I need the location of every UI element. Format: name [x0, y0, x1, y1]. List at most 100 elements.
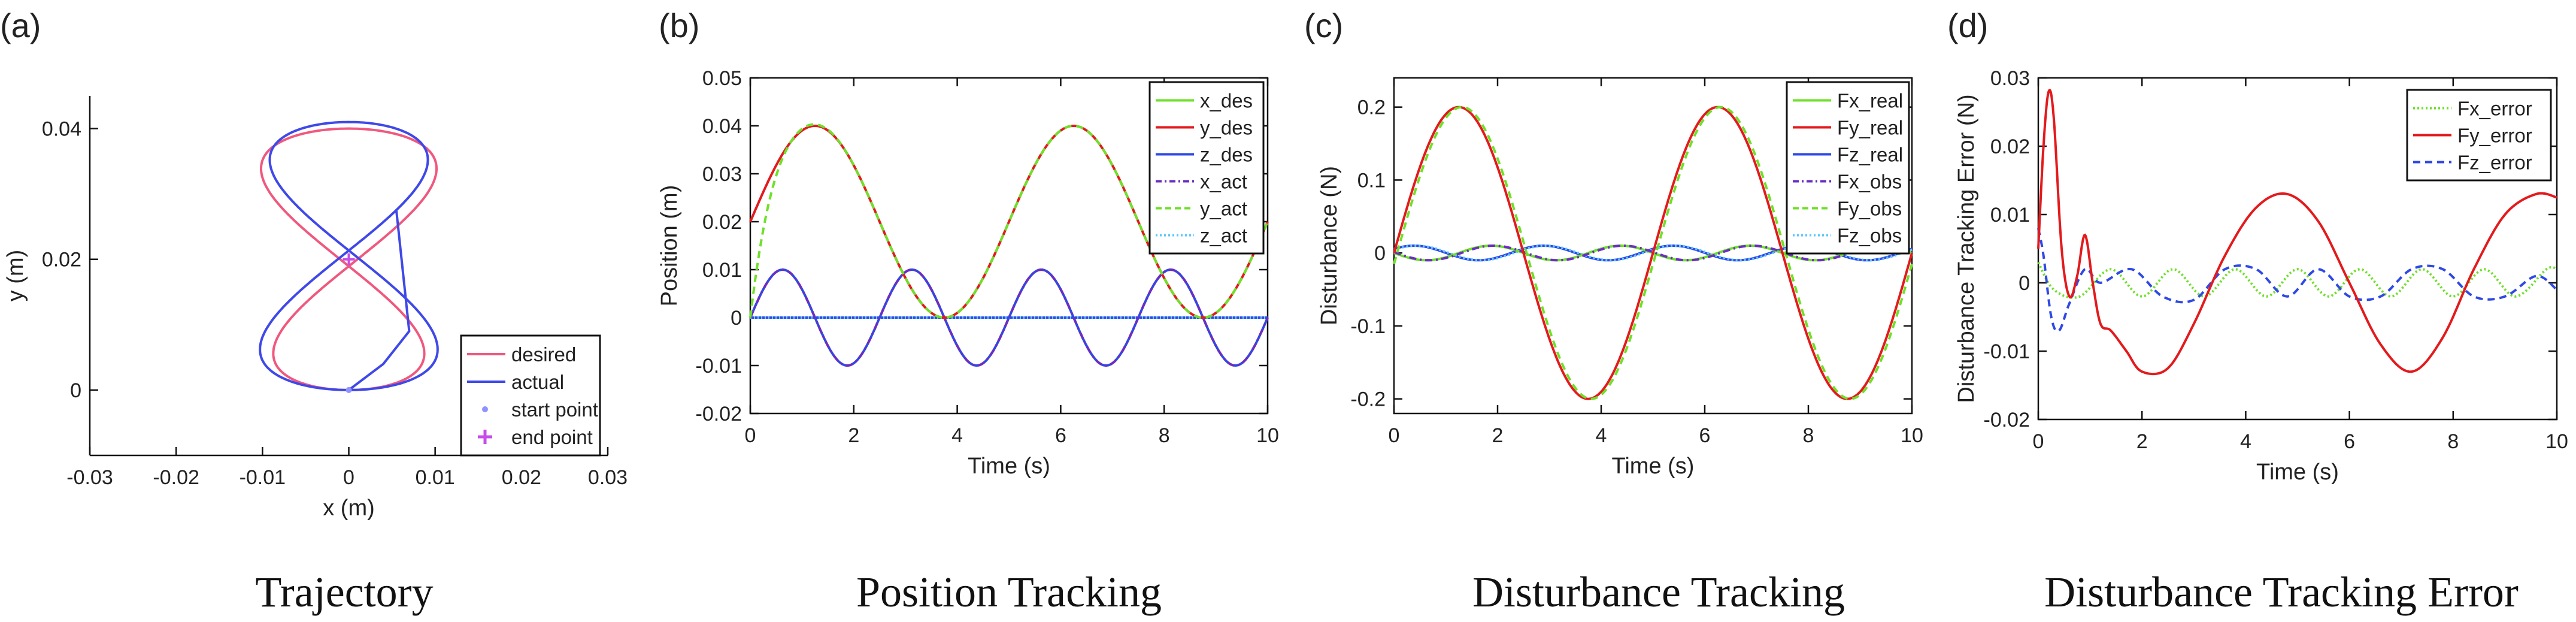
x-axis-label: Time (s) [968, 454, 1050, 479]
legend-label: Fy_obs [1837, 198, 1902, 220]
x-axis-label: x (m) [323, 496, 375, 521]
caption-d: Disturbance Tracking Error [2044, 568, 2519, 616]
fy-real-line [1393, 105, 1913, 400]
legend-label: y_act [1200, 198, 1247, 220]
y-tick-label: 0.02 [1990, 135, 2030, 158]
y-tick-label: 0.04 [42, 118, 81, 141]
y-axis-label: Disturbance (N) [1317, 166, 1342, 325]
legend-label: z_des [1200, 144, 1253, 166]
x-tick-label: 6 [1699, 424, 1711, 447]
y-des-line [749, 124, 1269, 319]
legend-box [1148, 81, 1265, 255]
y-tick-label: -0.02 [1984, 409, 2031, 431]
y-tick-label: -0.01 [696, 355, 743, 378]
legend-label: x_act [1200, 171, 1247, 193]
x-tick-label: 0 [1389, 424, 1400, 447]
x-tick-label: 0 [745, 424, 756, 447]
legend-label: actual [511, 371, 564, 393]
fz-error-line [2037, 228, 2558, 333]
caption-c: Disturbance Tracking [1472, 568, 1845, 616]
x-tick-label: 0 [2033, 430, 2044, 453]
legend-label: Fz_obs [1837, 225, 1902, 247]
x-axis-label: Time (s) [2256, 460, 2339, 485]
legend-label: Fz_real [1837, 144, 1903, 166]
x-tick-label: -0.01 [240, 466, 286, 489]
legend-label: y_des [1200, 117, 1253, 139]
y-tick-label: 0.01 [702, 259, 742, 282]
legend-label: Fy_error [2457, 125, 2532, 147]
x-tick-label: 6 [2344, 430, 2355, 453]
y-tick-label: 0 [1374, 242, 1386, 265]
plot-frame [749, 77, 1269, 415]
y-tick-label: 0 [2019, 272, 2030, 295]
y-tick-label: -0.2 [1350, 388, 1386, 411]
x-act-line [749, 268, 1269, 367]
panel-letter-c: (c) [1304, 7, 1343, 44]
x-tick-label: 2 [2136, 430, 2148, 453]
y-tick-label: 0.02 [42, 249, 81, 271]
y-tick-label: 0.01 [1990, 204, 2030, 227]
panel-a-trajectory: -0.03 -0.02 -0.01 0 0.01 0.02 0.03 0 0.02 0.04 x (… [3, 96, 628, 521]
y-tick-label: 0.03 [1990, 67, 2030, 90]
panel-letter-b: (b) [659, 7, 699, 44]
y-tick-label: 0 [70, 379, 81, 402]
legend-marker [482, 406, 488, 412]
legend-label: end point [511, 426, 593, 448]
x-tick-label: 2 [1492, 424, 1504, 447]
legend-marker [478, 430, 492, 444]
panel-c-disturbance-tracking: 0 2 4 6 8 10 -0.2 -0.1 0 0.1 0.2 Time (s) Disturbanc… [1317, 77, 1923, 479]
y-tick-label: 0.04 [702, 115, 742, 138]
y-tick-label: 0.05 [702, 67, 742, 90]
legend-box [1786, 81, 1910, 255]
panel-letter-d: (d) [1947, 7, 1988, 44]
caption-a: Trajectory [255, 568, 433, 616]
legend-label: start point [511, 398, 598, 421]
legend-label: Fy_real [1837, 117, 1903, 139]
x-tick-label: 2 [848, 424, 859, 447]
x-tick-label: 10 [1256, 424, 1279, 447]
x-tick-label: 8 [1159, 424, 1170, 447]
y-tick-label: -0.1 [1350, 315, 1386, 338]
y-axis-label: y (m) [3, 250, 28, 302]
legend-label: Fz_error [2457, 152, 2532, 174]
x-tick-label: -0.02 [153, 466, 199, 489]
end-point-marker [343, 253, 355, 265]
x-tick-label: 8 [2447, 430, 2459, 453]
x-tick-label: -0.03 [66, 466, 113, 489]
fx-error-line [2037, 261, 2557, 299]
panel-letter-a: (a) [0, 7, 41, 44]
x-axis-label: Time (s) [1612, 454, 1695, 479]
y-tick-label: -0.02 [696, 403, 743, 425]
x-tick-label: 10 [1901, 424, 1923, 447]
x-tick-label: 4 [1596, 424, 1607, 447]
legend-label: z_act [1200, 225, 1247, 247]
x-tick-label: 10 [2545, 430, 2568, 453]
x-tick-label: 0.02 [502, 466, 541, 489]
y-axis-label: Disturbance Tracking Error (N) [1954, 94, 1979, 403]
legend-label: Fx_error [2457, 98, 2532, 120]
legend-label: x_des [1200, 90, 1253, 112]
caption-b: Position Tracking [856, 568, 1162, 616]
x-tick-label: 8 [1803, 424, 1814, 447]
x-tick-label: 0 [343, 466, 354, 489]
y-tick-label: 0 [731, 307, 742, 330]
start-point-marker [346, 387, 352, 393]
y-tick-label: 0.03 [702, 163, 742, 186]
y-tick-label: 0.1 [1357, 169, 1386, 192]
y-axis-label: Position (m) [657, 185, 682, 307]
y-tick-label: 0.02 [702, 211, 742, 234]
y-tick-label: 0.2 [1357, 96, 1386, 119]
legend-label: desired [511, 343, 576, 366]
legend-label: Fx_real [1837, 90, 1903, 112]
x-tick-label: 0.01 [416, 466, 455, 489]
actual-trajectory [259, 120, 439, 391]
panel-b-position-tracking: 0 2 4 6 8 10 -0.02 -0.01 0 0.01 0.02 0.03 0.04 0.05 Ti… [657, 67, 1279, 479]
x-tick-label: 6 [1055, 424, 1066, 447]
fy-error-line [2037, 89, 2557, 376]
x-tick-label: 4 [2240, 430, 2251, 453]
panel-d-disturbance-tracking-error: 0 2 4 6 8 10 -0.02 -0.01 0 0.01 0.02 0.03 Time (s) Di… [1954, 67, 2568, 485]
x-tick-label: 0.03 [588, 466, 628, 489]
plot-frame [1393, 77, 1913, 415]
x-tick-label: 4 [951, 424, 963, 447]
